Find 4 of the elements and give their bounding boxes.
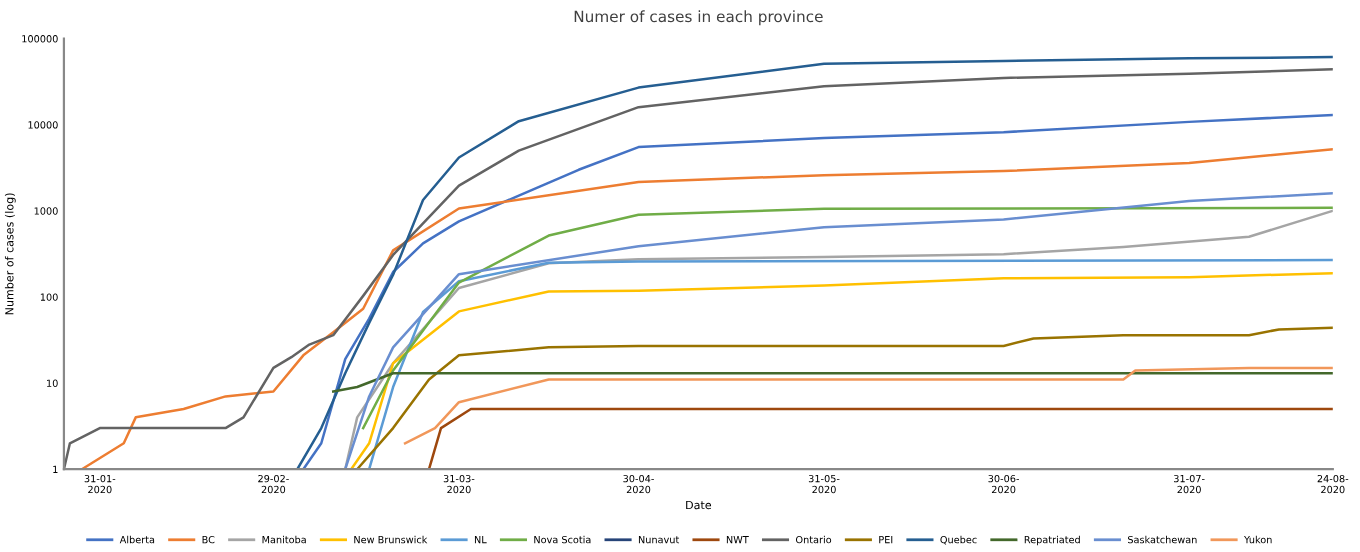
line-series [361,206,1333,430]
line-series [355,326,1333,470]
line-series [80,147,1333,470]
line-series [403,366,1333,445]
